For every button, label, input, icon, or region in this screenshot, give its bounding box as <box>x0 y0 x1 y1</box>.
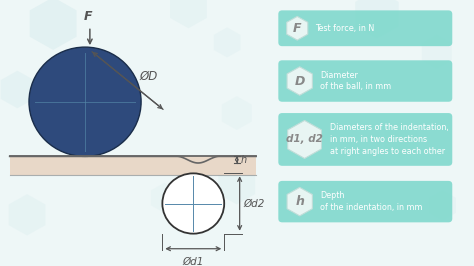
Polygon shape <box>288 120 321 159</box>
Text: Ød2: Ød2 <box>244 198 265 209</box>
Polygon shape <box>151 183 178 213</box>
Polygon shape <box>422 35 452 69</box>
Polygon shape <box>0 71 34 108</box>
Circle shape <box>29 47 141 156</box>
Text: Ød1: Ød1 <box>182 257 204 266</box>
Polygon shape <box>355 0 399 39</box>
FancyBboxPatch shape <box>278 10 452 46</box>
Polygon shape <box>170 0 207 28</box>
Polygon shape <box>219 163 255 205</box>
Text: h: h <box>241 155 247 165</box>
Text: F: F <box>293 22 301 35</box>
Polygon shape <box>429 190 456 221</box>
Text: Test force, in N: Test force, in N <box>315 24 374 33</box>
Text: ØD: ØD <box>139 69 157 82</box>
Text: F: F <box>84 10 92 23</box>
Text: Depth
of the indentation, in mm: Depth of the indentation, in mm <box>320 191 423 212</box>
Text: Diameter
of the ball, in mm: Diameter of the ball, in mm <box>320 71 392 92</box>
Text: d1, d2: d1, d2 <box>286 134 323 144</box>
Circle shape <box>163 173 224 234</box>
Polygon shape <box>287 187 312 216</box>
Polygon shape <box>287 67 312 95</box>
Polygon shape <box>214 27 240 57</box>
Text: D: D <box>294 74 305 88</box>
Polygon shape <box>287 16 308 40</box>
FancyBboxPatch shape <box>278 60 452 102</box>
Polygon shape <box>9 194 46 235</box>
Polygon shape <box>30 0 77 50</box>
Text: Diameters of the indentation,
in mm, in two directions
at right angles to each o: Diameters of the indentation, in mm, in … <box>330 123 448 156</box>
Text: h: h <box>295 195 304 208</box>
Polygon shape <box>384 120 418 158</box>
FancyBboxPatch shape <box>278 113 452 166</box>
FancyBboxPatch shape <box>278 181 452 222</box>
Polygon shape <box>222 96 252 130</box>
Bar <box>9 156 256 175</box>
